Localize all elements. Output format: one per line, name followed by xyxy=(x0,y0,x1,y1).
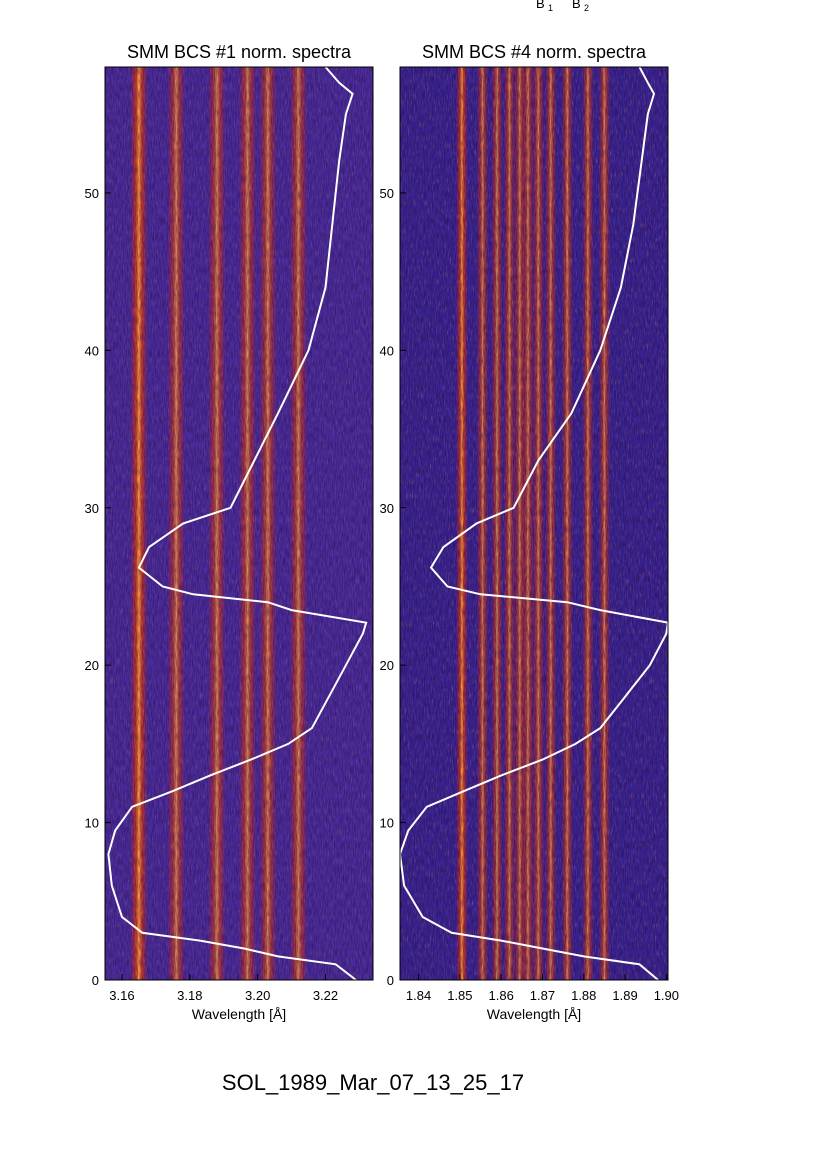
y-tick-label: 30 xyxy=(380,501,394,516)
plot-frame xyxy=(104,66,374,981)
event-title: SOL_1989_Mar_07_13_25_17 xyxy=(222,1070,524,1095)
y-tick-label: 0 xyxy=(387,973,394,988)
overlay-curve xyxy=(107,67,368,980)
y-tick-label: 10 xyxy=(380,816,394,831)
noise-bright xyxy=(400,67,668,980)
y-tick-label: 20 xyxy=(85,658,99,673)
panel-bcs1: SMM BCS #1 norm. spectra 0 10 20 30 40 50 3.1… xyxy=(85,42,374,1022)
plot-frame xyxy=(399,66,669,981)
y-tick-label: 10 xyxy=(85,816,99,831)
x-tick-label: 1.88 xyxy=(571,988,596,1003)
x-tick-label: 1.90 xyxy=(654,988,679,1003)
y-tick-label: 40 xyxy=(85,343,99,358)
x-axis-label: Wavelength [Å] xyxy=(192,1006,286,1022)
top-label-b2-sub: 2 xyxy=(584,3,589,13)
top-labels: B 1 B 2 xyxy=(536,0,589,13)
noise-bright xyxy=(105,67,373,980)
x-axis-label: Wavelength [Å] xyxy=(487,1006,581,1022)
x-tick-label: 3.20 xyxy=(245,988,270,1003)
x-tick-label: 1.85 xyxy=(447,988,472,1003)
x-tick-label: 3.16 xyxy=(109,988,134,1003)
y-axis-ticks: 0 10 20 30 40 50 xyxy=(380,186,406,988)
panel-bcs4: SMM BCS #4 norm. spectra 0 10 20 30 40 50 1.8… xyxy=(380,42,679,1022)
top-label-b1-sub: 1 xyxy=(548,3,553,13)
x-axis-ticks: 1.84 1.85 1.86 1.87 1.88 1.89 1.90 xyxy=(406,974,679,1003)
heatmap-area xyxy=(400,67,668,980)
y-tick-label: 0 xyxy=(92,973,99,988)
overlay-curve xyxy=(400,67,668,980)
panel-title: SMM BCS #4 norm. spectra xyxy=(422,42,647,62)
y-tick-label: 50 xyxy=(380,186,394,201)
y-tick-label: 20 xyxy=(380,658,394,673)
y-tick-label: 50 xyxy=(85,186,99,201)
x-tick-label: 3.22 xyxy=(313,988,338,1003)
x-tick-label: 1.84 xyxy=(406,988,431,1003)
panel-title: SMM BCS #1 norm. spectra xyxy=(127,42,352,62)
top-label-b2: B xyxy=(572,0,581,11)
y-axis-ticks: 0 10 20 30 40 50 xyxy=(85,186,111,988)
x-tick-label: 3.18 xyxy=(177,988,202,1003)
x-tick-label: 1.87 xyxy=(530,988,555,1003)
y-tick-label: 30 xyxy=(85,501,99,516)
x-tick-label: 1.89 xyxy=(612,988,637,1003)
x-axis-ticks: 3.16 3.18 3.20 3.22 xyxy=(109,974,338,1003)
y-tick-label: 40 xyxy=(380,343,394,358)
heatmap-area xyxy=(105,67,373,980)
top-label-b1: B xyxy=(536,0,545,11)
x-tick-label: 1.86 xyxy=(489,988,514,1003)
